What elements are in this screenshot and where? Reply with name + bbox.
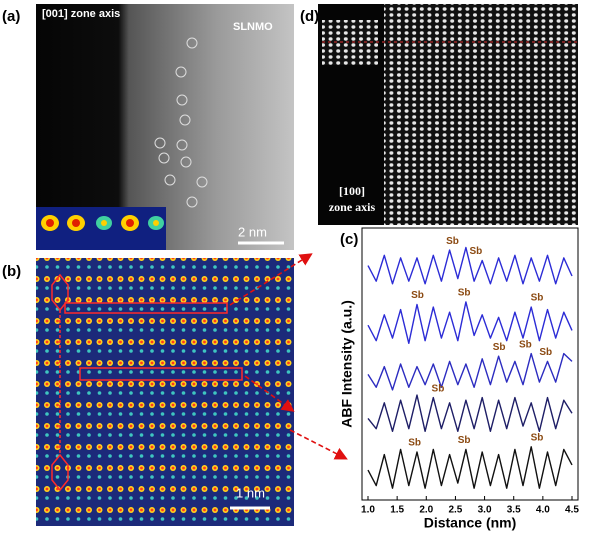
x-tick-label: 4.5 xyxy=(565,505,579,516)
annotation: Sb xyxy=(519,339,532,350)
annotation: Sb xyxy=(539,347,552,358)
curve xyxy=(367,352,573,391)
x-tick-label: 3.0 xyxy=(478,505,492,516)
panel-label: (c) xyxy=(340,231,358,248)
x-tick-label: 1.0 xyxy=(361,505,375,516)
zone-axis: zone axis xyxy=(329,200,376,214)
annotation: Sb xyxy=(458,288,471,299)
panel-label: (d) xyxy=(300,8,319,25)
lattice xyxy=(384,4,578,225)
x-tick-label: 2.0 xyxy=(419,505,433,516)
x-tick-label: 1.5 xyxy=(390,505,404,516)
annotation: Sb xyxy=(531,293,544,304)
annotation: Sb xyxy=(408,438,421,449)
panel-label: (a) xyxy=(2,8,20,25)
curve xyxy=(367,246,573,285)
annotation: Sb xyxy=(493,342,506,353)
x-tick-label: 4.0 xyxy=(536,505,550,516)
zone-axis: [100] xyxy=(339,184,365,198)
inset-atoms xyxy=(41,215,164,231)
x-tick-label: 2.5 xyxy=(448,505,462,516)
arrows xyxy=(229,253,348,460)
inset xyxy=(322,20,378,65)
panel-label: (b) xyxy=(2,263,21,280)
annotation: Sb xyxy=(469,246,482,257)
annotation: Sb xyxy=(411,290,424,301)
curve xyxy=(367,394,573,432)
annotation: Sb xyxy=(432,383,445,394)
atom-circles xyxy=(154,37,208,208)
highlights xyxy=(51,273,243,492)
x-axis-label: Distance (nm) xyxy=(424,515,517,531)
annotation: Sb xyxy=(446,236,459,247)
x-tick-label: 3.5 xyxy=(507,505,521,516)
annotation: Sb xyxy=(531,432,544,443)
y-axis-label: ABF Intensity (a.u.) xyxy=(339,300,355,428)
scale-label: 1 nm xyxy=(236,485,265,500)
sample-name: SLNMO xyxy=(233,21,273,33)
annotation: Sb xyxy=(458,435,471,446)
curve xyxy=(367,301,573,344)
scale-label: 2 nm xyxy=(238,224,267,239)
curve xyxy=(367,446,573,489)
zone-axis: [001] zone axis xyxy=(42,8,120,20)
